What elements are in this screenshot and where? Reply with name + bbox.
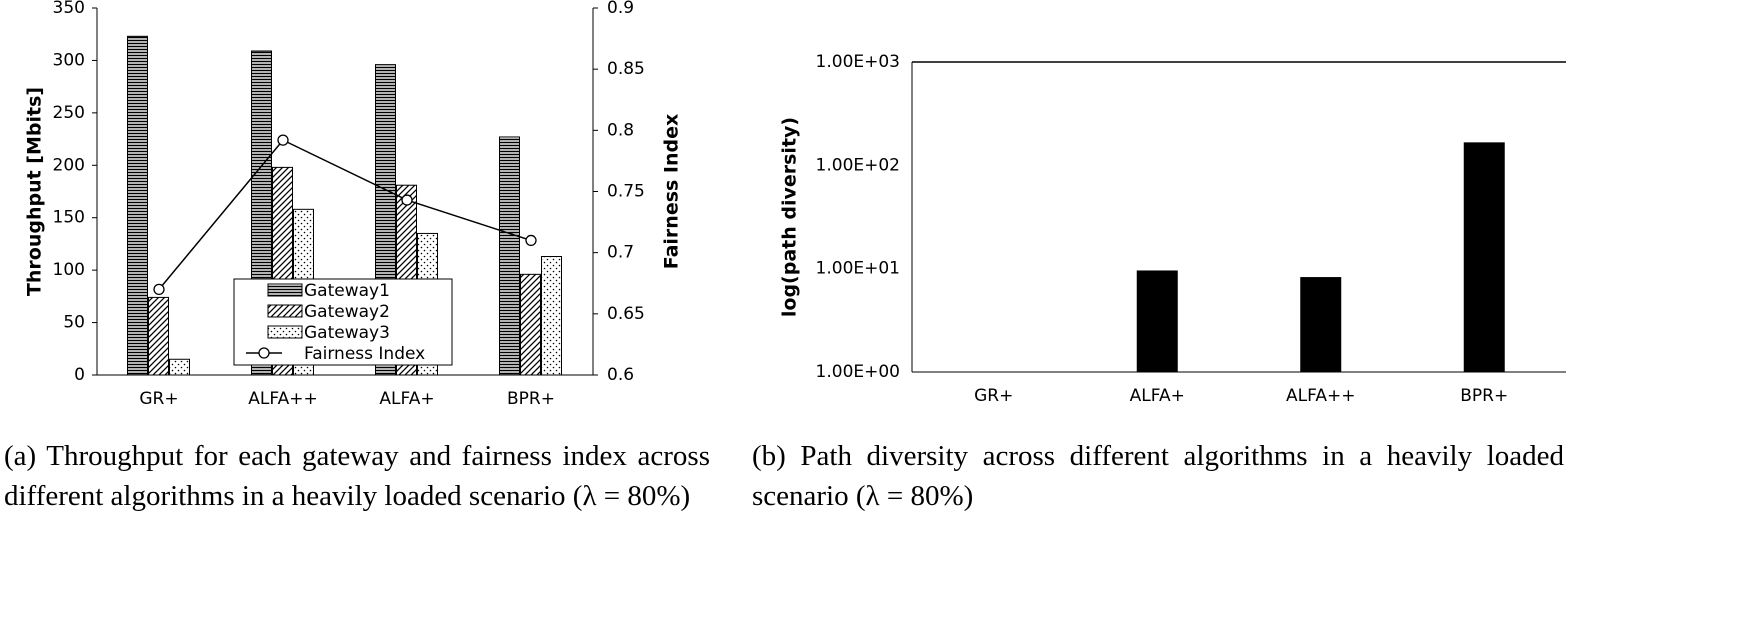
legend-swatch <box>267 325 303 339</box>
bar <box>148 296 169 376</box>
bar <box>1300 277 1342 373</box>
y2-tick-label: 0.65 <box>607 304 645 324</box>
y-tick-label: 1.00E+00 <box>816 362 900 382</box>
y-tick-label: 1.00E+03 <box>816 52 900 72</box>
y-axis-title: log(path diversity) <box>779 117 801 317</box>
x-tick-label: BPR+ <box>1460 386 1508 406</box>
y-tick-label: 0 <box>74 365 85 385</box>
x-tick-label: ALFA++ <box>1286 386 1355 406</box>
bar <box>541 256 562 376</box>
y2-tick-label: 0.75 <box>607 182 645 202</box>
line-marker <box>401 194 413 206</box>
y2-tick-label: 0.85 <box>607 59 645 79</box>
bar <box>520 273 541 376</box>
line-marker <box>525 234 537 247</box>
y-tick-label: 150 <box>53 208 85 228</box>
x-tick-label: ALFA+ <box>1130 386 1185 406</box>
bar <box>1136 270 1178 373</box>
y-tick-label: 50 <box>63 313 85 333</box>
legend-label: Gateway3 <box>304 323 390 343</box>
caption: (a) Throughput for each gateway and fair… <box>4 440 710 512</box>
x-tick-label: ALFA+ <box>379 389 434 409</box>
x-tick-label: BPR+ <box>507 389 555 409</box>
x-tick-label: ALFA++ <box>248 389 317 409</box>
y-tick-label: 100 <box>53 260 85 280</box>
x-tick-label: GR+ <box>139 389 178 409</box>
y-tick-label: 1.00E+01 <box>816 259 900 279</box>
bar <box>127 35 148 376</box>
legend-label: Gateway2 <box>304 302 390 322</box>
y2-tick-label: 0.8 <box>607 120 634 140</box>
y2-axis-title: Fairness Index <box>661 114 683 270</box>
line-marker <box>153 283 165 296</box>
y-tick-label: 1.00E+02 <box>816 155 900 175</box>
line-marker <box>277 134 289 146</box>
y-axis-title: Throughput [Mbits] <box>24 87 46 296</box>
y-tick-label: 250 <box>53 103 85 123</box>
caption: (b) Path diversity across different algo… <box>752 440 1564 512</box>
legend-swatch <box>267 283 303 297</box>
bar <box>1463 142 1505 373</box>
y-tick-label: 200 <box>53 155 85 175</box>
y-tick-label: 350 <box>53 0 85 18</box>
legend-swatch <box>267 304 303 318</box>
legend-label: Gateway1 <box>304 281 390 301</box>
legend-marker <box>258 347 270 359</box>
y-tick-label: 300 <box>53 50 85 70</box>
legend-label: Fairness Index <box>304 344 425 364</box>
y2-tick-label: 0.9 <box>607 0 634 18</box>
line-series <box>158 139 532 290</box>
y2-tick-label: 0.6 <box>607 365 634 385</box>
x-tick-label: GR+ <box>974 386 1013 406</box>
bar <box>169 358 190 376</box>
bar <box>499 136 520 376</box>
y2-tick-label: 0.7 <box>607 243 634 263</box>
